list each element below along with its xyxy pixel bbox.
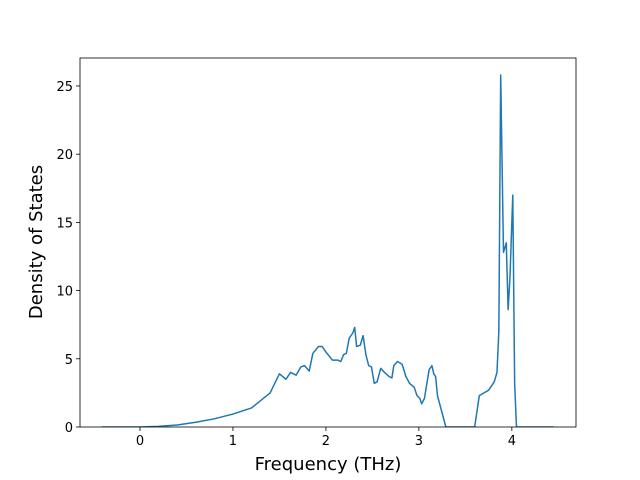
y-tick-label: 20 — [56, 148, 73, 163]
y-tick-label: 25 — [56, 80, 73, 95]
x-tick-label: 4 — [508, 434, 516, 449]
y-tick-label: 10 — [56, 285, 73, 300]
x-axis-label: Frequency (THz) — [255, 454, 402, 475]
plot-frame — [79, 57, 577, 428]
x-tick-label: 2 — [322, 434, 330, 449]
x-tick-label: 3 — [415, 434, 423, 449]
line — [101, 74, 554, 427]
x-tick-label: 1 — [229, 434, 237, 449]
x-tick-label: 0 — [136, 434, 144, 449]
y-tick-label: 15 — [56, 216, 73, 231]
y-axis-label: Density of States — [26, 165, 47, 319]
y-tick-label: 5 — [65, 353, 73, 368]
y-tick-label: 0 — [65, 421, 73, 436]
